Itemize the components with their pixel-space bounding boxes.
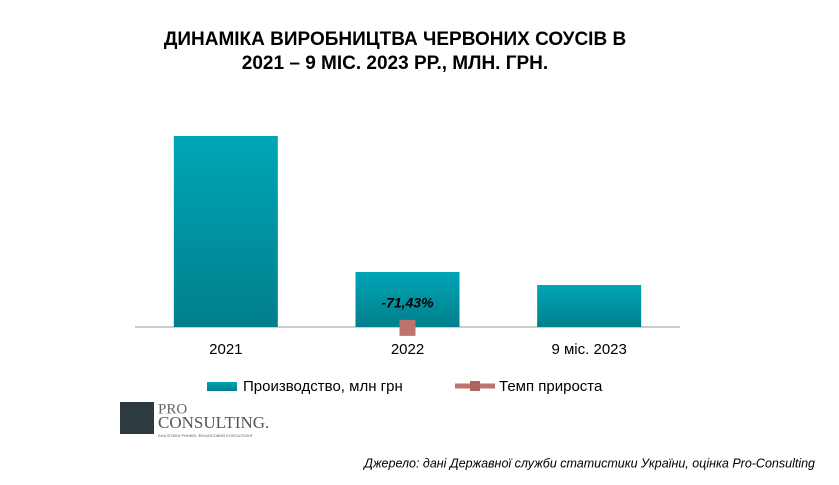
legend-swatch xyxy=(207,382,237,391)
legend-marker xyxy=(470,381,480,391)
logo: PRO CONSULTING. АНАЛІТИКА РИНКІВ, ФІНАНС… xyxy=(120,401,269,438)
x-tick-label: 2022 xyxy=(391,341,424,358)
source: Джерело: дані Державної служби статистик… xyxy=(362,456,815,470)
x-tick-label: 2021 xyxy=(209,341,242,358)
bar xyxy=(355,272,460,327)
logo-icon xyxy=(120,402,154,434)
logo-text: PRO xyxy=(158,401,187,417)
bar xyxy=(173,136,278,327)
x-tick-label: 9 міс. 2023 xyxy=(551,341,626,358)
chart-title: 2021 – 9 МІС. 2023 РР., МЛН. ГРН. xyxy=(242,53,548,74)
line-marker xyxy=(399,319,416,336)
bar xyxy=(537,285,642,327)
data-label: -71,43% xyxy=(381,295,434,311)
legend-label: Производство, млн грн xyxy=(243,378,403,395)
legend-label: Темп прироста xyxy=(499,378,603,395)
chart-title: ДИНАМІКА ВИРОБНИЦТВА ЧЕРВОНИХ СОУСІВ В xyxy=(164,29,626,50)
logo-text: CONSULTING. xyxy=(158,413,269,432)
logo-tagline: АНАЛІТИКА РИНКІВ, ФІНАНСОВИЙ КОНСАЛТИНГ xyxy=(158,433,254,438)
